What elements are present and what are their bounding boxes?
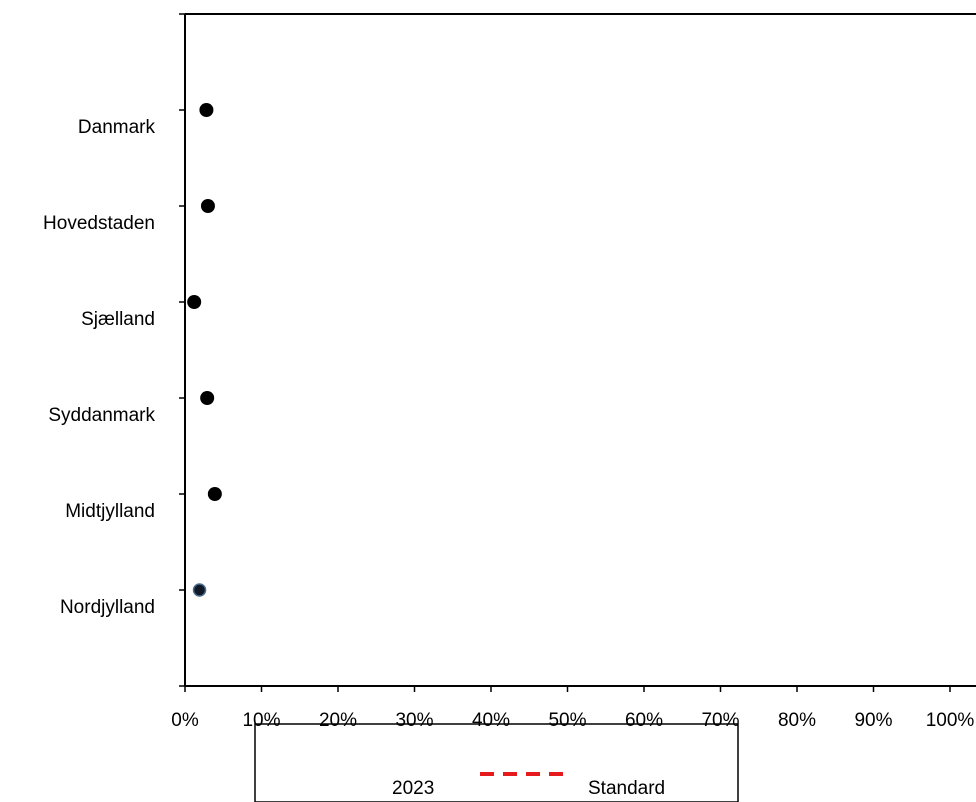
x-tick-label: 50% [548, 710, 586, 731]
data-point [207, 487, 222, 501]
data-point [199, 103, 214, 117]
legend-box [254, 723, 739, 802]
legend-standard-label: Standard [588, 778, 665, 799]
plot-frame [179, 13, 976, 692]
x-tick-label: 30% [395, 710, 433, 731]
category-label: Danmark [78, 117, 156, 138]
x-tick-label: 90% [854, 710, 892, 731]
category-label: Hovedstaden [43, 213, 155, 234]
legend: 2023 Standard [254, 723, 739, 802]
data-points [187, 103, 222, 597]
data-point [192, 583, 207, 597]
x-tick-label: 0% [171, 710, 199, 731]
x-tick-label: 20% [319, 710, 357, 731]
x-tick-label: 100% [926, 710, 975, 731]
category-label: Midtjylland [65, 501, 155, 522]
category-label: Syddanmark [48, 405, 155, 426]
legend-series-label: 2023 [392, 778, 434, 799]
category-label: Nordjylland [60, 597, 155, 618]
data-point [200, 391, 215, 405]
category-labels: Danmark Hovedstaden Sjælland Syddanmark Midt… [43, 117, 155, 618]
x-tick-label: 10% [242, 710, 280, 731]
data-point [187, 295, 202, 309]
x-tick-label: 70% [701, 710, 739, 731]
x-tick-label: 60% [625, 710, 663, 731]
x-tick-label: 80% [778, 710, 816, 731]
x-tick-label: 40% [472, 710, 510, 731]
data-point [200, 199, 215, 213]
category-label: Sjælland [81, 309, 155, 330]
x-tick-labels: 0% 10% 20% 30% 40% 50% 60% 70% 80% 90% 100% [171, 710, 974, 731]
